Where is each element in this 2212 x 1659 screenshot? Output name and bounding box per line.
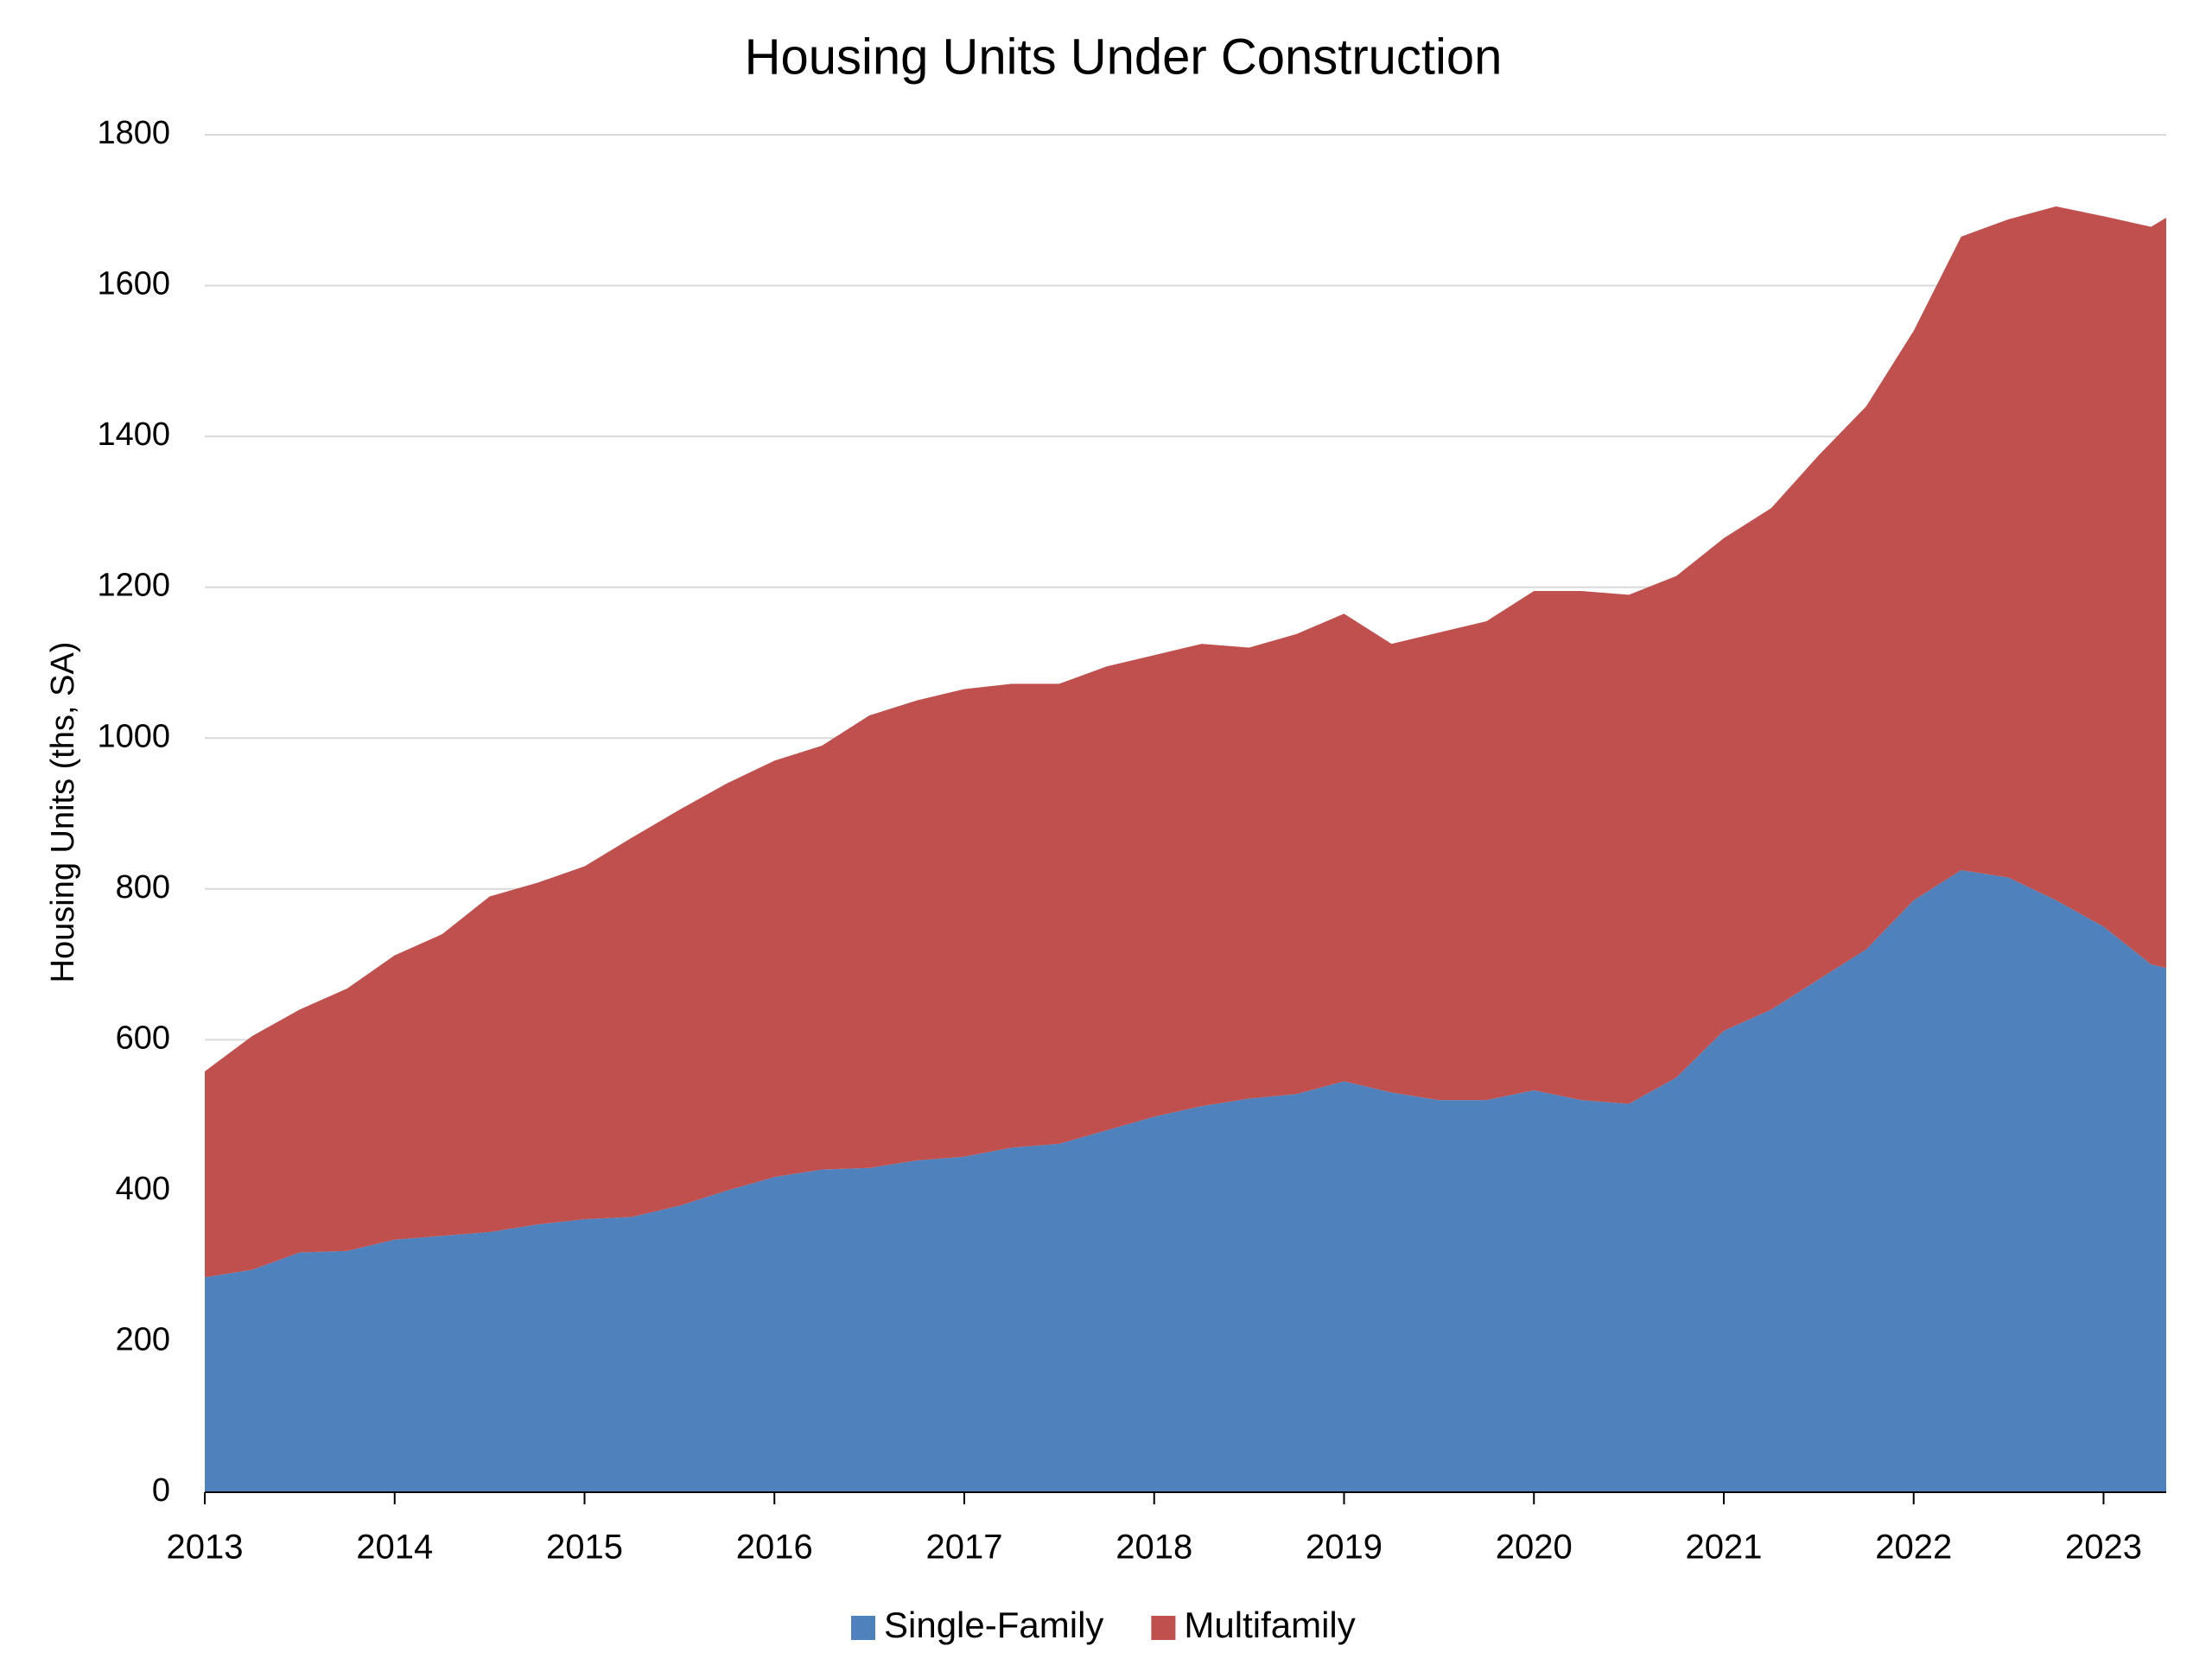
x-tick-label: 2015 [546,1529,623,1567]
y-tick-label: 1000 [97,718,170,754]
area [205,206,2166,1278]
y-tick-label: 200 [116,1321,170,1357]
legend-swatch [851,1616,875,1640]
x-tick-label: 2013 [167,1529,244,1567]
legend-swatch [1151,1616,1176,1640]
y-tick-label: 600 [116,1020,170,1056]
x-tick-label: 2017 [926,1529,1003,1567]
y-tick-label: 1800 [97,115,170,151]
x-tick-label: 2016 [736,1529,813,1567]
x-tick-label: 2019 [1306,1529,1382,1567]
x-tick-label: 2022 [1875,1529,1952,1567]
x-tick-label: 2023 [2065,1529,2142,1567]
y-axis-label: Housing Units (ths, SA) [45,642,81,983]
y-tick-label: 1400 [97,416,170,453]
y-tick-label: 400 [116,1171,170,1207]
y-tick-label: 1200 [97,568,170,604]
legend-label: Multifamily [1184,1605,1355,1645]
y-tick-label: 800 [116,869,170,906]
chart-title: Housing Units Under Construction [745,29,1503,85]
area [205,869,2166,1492]
x-tick-label: 2020 [1496,1529,1573,1567]
x-tick-label: 2018 [1116,1529,1192,1567]
legend-label: Single-Family [884,1605,1103,1645]
x-tick-label: 2014 [356,1529,433,1567]
x-tick-label: 2021 [1685,1529,1762,1567]
y-tick-label: 1600 [97,266,170,302]
y-tick-label: 0 [152,1472,170,1509]
